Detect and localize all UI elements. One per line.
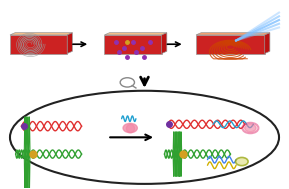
- Polygon shape: [196, 35, 265, 53]
- Polygon shape: [265, 33, 270, 53]
- Polygon shape: [104, 35, 162, 53]
- Polygon shape: [196, 33, 270, 35]
- Circle shape: [245, 124, 256, 132]
- Polygon shape: [10, 33, 72, 35]
- Circle shape: [236, 157, 248, 166]
- Polygon shape: [162, 33, 167, 53]
- Polygon shape: [104, 33, 167, 35]
- Polygon shape: [67, 33, 72, 53]
- Polygon shape: [10, 35, 67, 53]
- Circle shape: [123, 123, 137, 133]
